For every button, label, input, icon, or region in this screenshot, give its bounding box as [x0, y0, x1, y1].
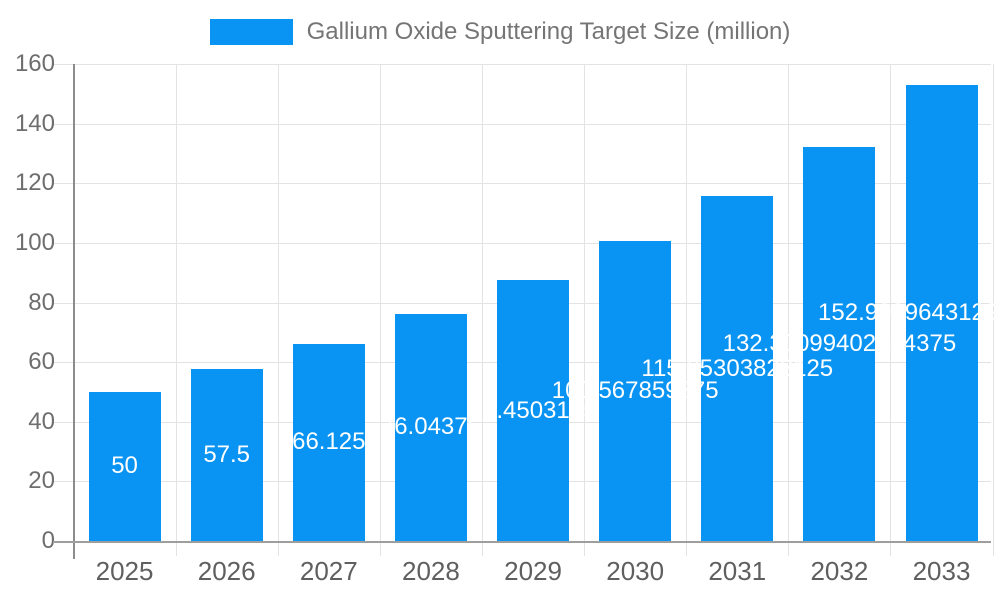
bar-2028[interactable]: [394, 314, 467, 541]
x-gridline: [788, 64, 790, 556]
x-gridline: [379, 64, 381, 556]
y-tick-label: 0: [41, 526, 55, 554]
y-axis-line: [72, 64, 75, 559]
y-gridline: [73, 242, 991, 244]
x-gridline: [992, 64, 994, 556]
chart-legend: Gallium Oxide Sputtering Target Size (mi…: [0, 18, 1000, 46]
x-gridline: [686, 64, 688, 556]
bar-2027[interactable]: [292, 343, 365, 541]
bar-2033[interactable]: [905, 85, 978, 541]
y-tick-mark: [53, 362, 74, 364]
x-tick-label: 2028: [401, 556, 460, 586]
bar-2029[interactable]: [497, 280, 570, 541]
x-gridline: [481, 64, 483, 556]
y-tick-mark: [53, 481, 74, 483]
y-tick-mark: [53, 123, 74, 125]
x-tick-label: 2032: [810, 556, 869, 586]
y-tick-label: 80: [28, 288, 55, 316]
x-tick-label: 2025: [95, 556, 154, 586]
y-tick-mark: [53, 64, 74, 66]
y-tick-label: 160: [14, 50, 55, 78]
x-gridline: [175, 64, 177, 556]
y-tick-mark: [53, 183, 74, 185]
y-tick-label: 40: [28, 407, 55, 435]
legend-swatch[interactable]: [209, 19, 293, 45]
y-tick-label: 120: [14, 169, 55, 197]
y-gridline: [73, 123, 991, 125]
bar-2032[interactable]: [803, 146, 876, 541]
bar-2026[interactable]: [190, 369, 263, 541]
x-gridline: [584, 64, 586, 556]
y-gridline: [73, 64, 991, 66]
y-tick-label: 140: [14, 109, 55, 137]
y-gridline: [73, 183, 991, 185]
x-tick-label: 2031: [708, 556, 767, 586]
bar-2030[interactable]: [599, 241, 672, 541]
y-tick-label: 60: [28, 348, 55, 376]
x-gridline: [277, 64, 279, 556]
bar-2025[interactable]: [88, 391, 161, 541]
bar-2031[interactable]: [701, 196, 774, 541]
y-tick-mark: [53, 302, 74, 304]
x-tick-label: 2029: [504, 556, 562, 586]
y-tick-mark: [53, 242, 74, 244]
chart-title: Gallium Oxide Sputtering Target Size (mi…: [306, 18, 791, 45]
x-tick-label: 2027: [299, 556, 358, 586]
x-tick-label: 2030: [606, 556, 665, 586]
x-gridline: [890, 64, 892, 556]
x-axis-line: [53, 540, 991, 543]
y-tick-label: 20: [28, 467, 55, 495]
x-tick-label: 2033: [912, 556, 971, 586]
x-tick-label: 2026: [197, 556, 256, 586]
y-tick-label: 100: [14, 228, 55, 256]
y-tick-mark: [53, 421, 74, 423]
